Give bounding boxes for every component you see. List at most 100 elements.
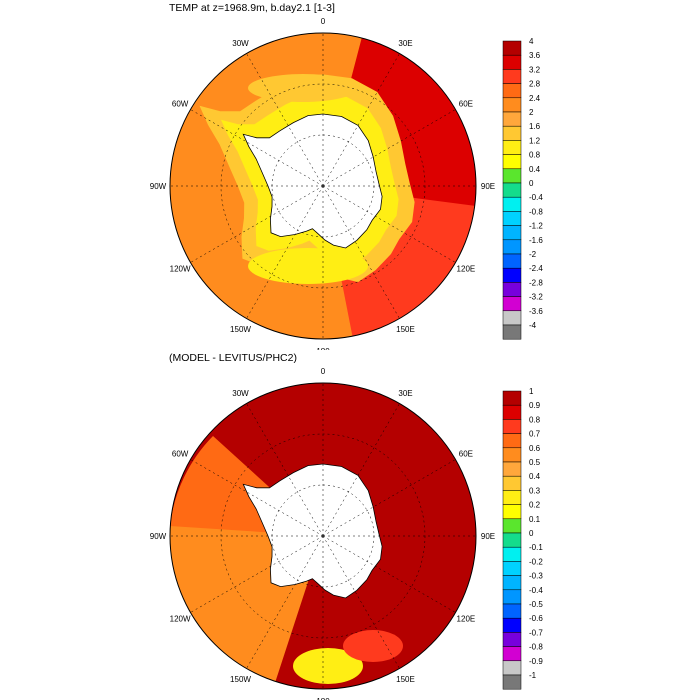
lon-label-7: 150W xyxy=(230,325,251,334)
lon-label-6: 180 xyxy=(316,347,330,350)
meridian-1 xyxy=(322,403,400,537)
colorbar-label-19: -3.6 xyxy=(529,307,543,316)
colorbar-label-13: -1.2 xyxy=(529,222,543,231)
colorbar-swatch-12 xyxy=(502,211,522,226)
colorbar-label-7: 0.3 xyxy=(529,486,541,495)
colorbar-label-1: 3.6 xyxy=(529,51,541,60)
colorbar-swatch-11 xyxy=(502,196,522,212)
colorbar-swatch-2 xyxy=(502,419,522,434)
colorbar-swatch-9 xyxy=(502,168,522,184)
colorbar-swatch-9 xyxy=(502,518,522,534)
meridian-11 xyxy=(246,53,324,187)
colorbar-label-16: -0.6 xyxy=(529,614,543,623)
meridian-10 xyxy=(190,109,324,187)
meridian-4 xyxy=(322,535,456,613)
lon-label-7: 150W xyxy=(230,675,251,684)
colorbar-label-17: -2.8 xyxy=(529,278,543,287)
lon-label-1: 30E xyxy=(398,389,412,398)
meridian-2 xyxy=(322,109,456,187)
colorbar-label-18: -3.2 xyxy=(529,293,543,302)
colorbar-label-12: -0.2 xyxy=(529,557,543,566)
panel2-title: (MODEL - LEVITUS/PHC2) xyxy=(169,352,297,364)
graticule xyxy=(170,33,476,339)
colorbar-swatch-0 xyxy=(502,40,522,56)
colorbar-label-0: 4 xyxy=(529,37,534,46)
lon-label-5: 150E xyxy=(396,675,415,684)
colorbar-swatch-5 xyxy=(502,461,522,477)
lon-label-11: 30W xyxy=(232,389,249,398)
colorbar-label-8: 0.8 xyxy=(529,151,541,160)
colorbar-swatch-14 xyxy=(502,239,522,255)
colorbar-label-15: -0.5 xyxy=(529,600,543,609)
colorbar-label-2: 0.8 xyxy=(529,415,541,424)
colorbar-label-6: 1.6 xyxy=(529,122,541,131)
cold-patch-south xyxy=(248,248,368,284)
red-anomaly-southeast xyxy=(343,630,403,662)
colorbar-label-2: 3.2 xyxy=(529,65,541,74)
meridian-10 xyxy=(190,459,324,537)
colorbar-swatch-20 xyxy=(502,324,522,340)
lon-label-3: 90E xyxy=(481,182,495,191)
colorbar-swatch-8 xyxy=(502,504,522,520)
antarctica-land xyxy=(242,463,383,599)
colorbar-label-5: 2 xyxy=(529,108,534,117)
colorbar-swatch-12 xyxy=(502,561,522,576)
colorbar-swatch-18 xyxy=(502,296,522,312)
colorbar-label-3: 0.7 xyxy=(529,430,541,439)
colorbar-swatch-6 xyxy=(502,125,522,141)
lon-label-9: 90W xyxy=(150,182,167,191)
colorbar-swatch-16 xyxy=(502,617,522,633)
colorbar-label-17: -0.7 xyxy=(529,628,543,637)
colorbar-label-20: -1 xyxy=(529,671,537,680)
colorbar-swatch-5 xyxy=(502,111,522,127)
colorbar-label-10: 0 xyxy=(529,179,534,188)
colorbar-swatch-4 xyxy=(502,97,522,113)
colorbar-swatch-8 xyxy=(502,154,522,170)
colorbar-label-14: -1.6 xyxy=(529,236,543,245)
colorbar-label-14: -0.4 xyxy=(529,586,543,595)
lon-label-3: 90E xyxy=(481,532,495,541)
colorbar-swatch-10 xyxy=(502,532,522,548)
colorbar-swatch-18 xyxy=(502,646,522,662)
colorbar-swatch-11 xyxy=(502,546,522,562)
colorbar-label-6: 0.4 xyxy=(529,472,541,481)
colorbar-swatch-1 xyxy=(502,54,522,70)
colorbar-label-20: -4 xyxy=(529,321,537,330)
colorbar-swatch-2 xyxy=(502,69,522,84)
lon-label-10: 60W xyxy=(172,450,189,459)
panel1-title: TEMP at z=1968.9m, b.day2.1 [1-3] xyxy=(169,2,335,14)
lon-label-0: 0 xyxy=(321,17,326,26)
colorbar-label-10: 0 xyxy=(529,529,534,538)
meridian-7 xyxy=(246,185,324,319)
colorbar-label-13: -0.3 xyxy=(529,572,543,581)
antarctica-land xyxy=(242,113,383,249)
cool-patch-north xyxy=(248,74,358,102)
lon-label-4: 120E xyxy=(457,615,476,624)
colorbar-swatch-3 xyxy=(502,83,522,99)
colorbar-label-5: 0.5 xyxy=(529,458,541,467)
colorbar-swatch-17 xyxy=(502,282,522,297)
colorbar-swatch-6 xyxy=(502,475,522,491)
lon-label-0: 0 xyxy=(321,367,326,376)
graticule xyxy=(170,383,476,689)
map-field xyxy=(170,33,476,339)
meridian-8 xyxy=(190,535,324,613)
colorbar-swatch-17 xyxy=(502,632,522,647)
colorbar-swatch-7 xyxy=(502,490,522,505)
colorbar-label-9: 0.4 xyxy=(529,165,541,174)
colorbar-label-18: -0.8 xyxy=(529,643,543,652)
colorbar-label-3: 2.8 xyxy=(529,80,541,89)
lon-label-9: 90W xyxy=(150,532,167,541)
colorbar-swatch-14 xyxy=(502,589,522,605)
meridian-11 xyxy=(246,403,324,537)
yellow-anomaly-south xyxy=(293,648,363,684)
colorbar-swatch-13 xyxy=(502,575,522,591)
colorbar-label-16: -2.4 xyxy=(529,264,543,273)
colorbar-swatch-10 xyxy=(502,182,522,198)
colorbar-label-4: 0.6 xyxy=(529,444,541,453)
colorbar-swatch-4 xyxy=(502,447,522,463)
colorbar-swatch-7 xyxy=(502,140,522,155)
colorbar-swatch-3 xyxy=(502,433,522,449)
meridian-5 xyxy=(322,185,400,319)
meridian-4 xyxy=(322,185,456,263)
